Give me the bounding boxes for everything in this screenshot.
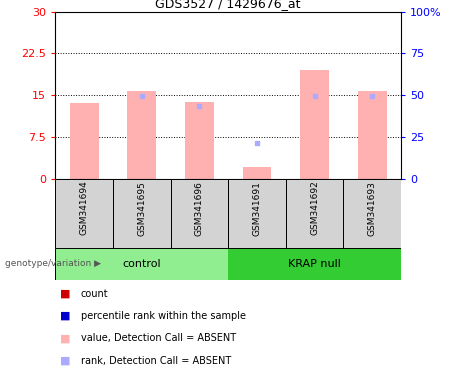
Bar [185,102,214,179]
Text: ■: ■ [60,311,71,321]
Text: control: control [123,259,161,269]
Text: ■: ■ [60,356,71,366]
Bar [228,179,286,248]
Text: GSM341691: GSM341691 [253,180,261,235]
Text: GSM341696: GSM341696 [195,180,204,235]
Bar [300,70,329,179]
Text: percentile rank within the sample: percentile rank within the sample [81,311,246,321]
Bar [286,179,343,248]
Text: count: count [81,289,108,299]
Text: GSM341692: GSM341692 [310,180,319,235]
Text: value, Detection Call = ABSENT: value, Detection Call = ABSENT [81,333,236,343]
Bar [55,179,113,248]
Bar [343,179,401,248]
Bar [55,248,228,280]
Bar [171,179,228,248]
Text: rank, Detection Call = ABSENT: rank, Detection Call = ABSENT [81,356,231,366]
Text: ■: ■ [60,333,71,343]
Bar [70,103,99,179]
Bar [358,91,387,179]
Text: GSM341695: GSM341695 [137,180,146,235]
Text: GSM341693: GSM341693 [368,180,377,235]
Text: GSM341694: GSM341694 [80,180,89,235]
Bar [127,91,156,179]
Bar [228,248,401,280]
Text: ■: ■ [60,289,71,299]
Title: GDS3527 / 1429676_at: GDS3527 / 1429676_at [155,0,301,10]
Bar [242,167,272,179]
Text: KRAP null: KRAP null [288,259,341,269]
Bar [113,179,171,248]
Text: genotype/variation ▶: genotype/variation ▶ [5,260,100,268]
